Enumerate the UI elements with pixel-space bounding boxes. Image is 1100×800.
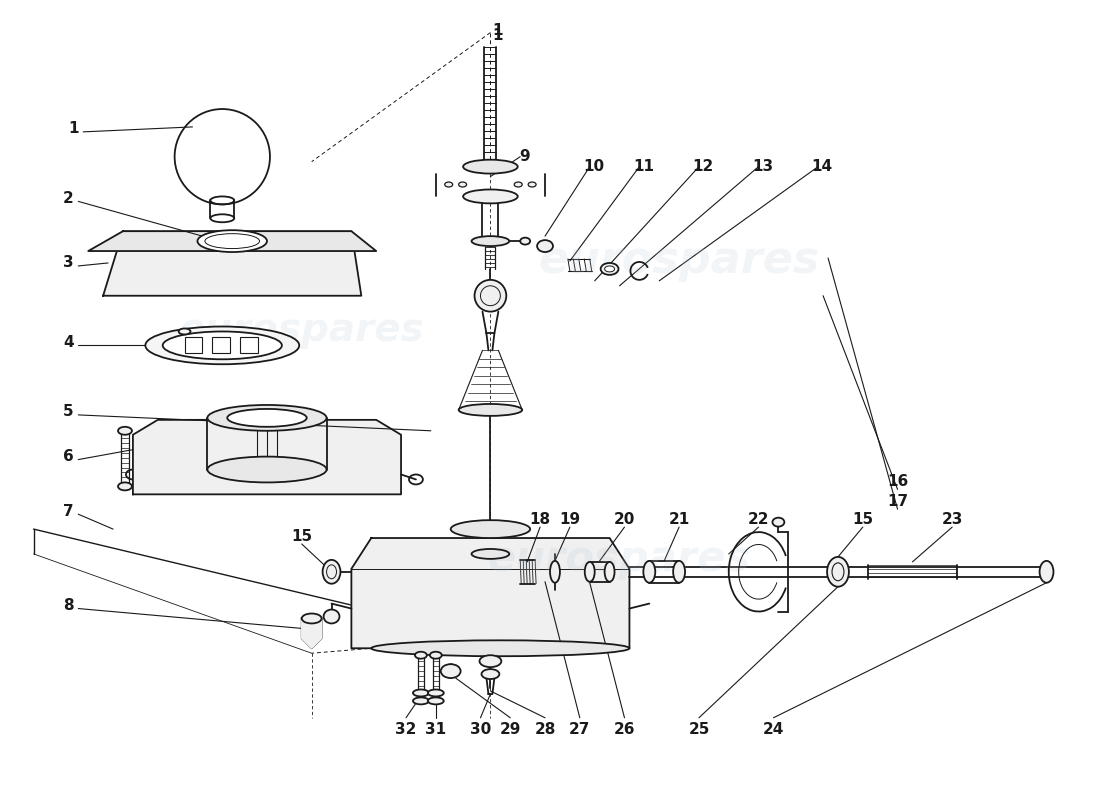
Ellipse shape xyxy=(472,236,509,246)
Ellipse shape xyxy=(428,698,443,704)
Text: 28: 28 xyxy=(535,722,556,737)
Text: 21: 21 xyxy=(669,512,690,526)
Ellipse shape xyxy=(605,266,615,272)
Text: 24: 24 xyxy=(762,722,784,737)
Polygon shape xyxy=(103,231,361,296)
Ellipse shape xyxy=(451,520,530,538)
Text: 16: 16 xyxy=(887,474,909,489)
Ellipse shape xyxy=(441,664,461,678)
Ellipse shape xyxy=(463,160,518,174)
Ellipse shape xyxy=(163,331,282,359)
Text: 2: 2 xyxy=(63,191,74,206)
Ellipse shape xyxy=(444,182,453,187)
Text: 22: 22 xyxy=(748,512,769,526)
Text: 1: 1 xyxy=(68,122,78,136)
Text: 8: 8 xyxy=(63,598,74,613)
Text: 19: 19 xyxy=(559,512,581,526)
Ellipse shape xyxy=(528,182,536,187)
Text: 27: 27 xyxy=(569,722,591,737)
Ellipse shape xyxy=(428,690,443,697)
Ellipse shape xyxy=(208,405,327,430)
Text: 26: 26 xyxy=(614,722,635,737)
Text: 31: 31 xyxy=(426,722,447,737)
Polygon shape xyxy=(133,420,402,494)
Ellipse shape xyxy=(412,698,429,704)
Ellipse shape xyxy=(772,518,784,526)
Ellipse shape xyxy=(178,329,190,334)
Bar xyxy=(240,338,258,354)
Ellipse shape xyxy=(644,561,656,582)
Polygon shape xyxy=(351,538,629,648)
Ellipse shape xyxy=(118,482,132,490)
Polygon shape xyxy=(88,231,376,251)
Text: 3: 3 xyxy=(63,255,74,270)
Ellipse shape xyxy=(412,690,429,697)
Ellipse shape xyxy=(585,562,595,582)
Ellipse shape xyxy=(520,238,530,245)
Text: 6: 6 xyxy=(63,449,74,464)
Ellipse shape xyxy=(322,560,341,584)
Text: eurospares: eurospares xyxy=(538,239,820,282)
Text: 20: 20 xyxy=(614,512,635,526)
Text: 17: 17 xyxy=(887,494,909,509)
Text: 5: 5 xyxy=(63,405,74,419)
Ellipse shape xyxy=(415,652,427,658)
Bar xyxy=(212,338,230,354)
Text: 10: 10 xyxy=(583,159,604,174)
Text: 30: 30 xyxy=(470,722,491,737)
Ellipse shape xyxy=(550,561,560,582)
Ellipse shape xyxy=(372,640,629,656)
Ellipse shape xyxy=(480,655,502,667)
Ellipse shape xyxy=(323,610,340,623)
Text: 1: 1 xyxy=(492,23,503,38)
Text: 23: 23 xyxy=(942,512,962,526)
Ellipse shape xyxy=(228,409,307,427)
Text: 9: 9 xyxy=(519,150,529,164)
Text: 1: 1 xyxy=(492,28,503,43)
Ellipse shape xyxy=(459,182,466,187)
Bar xyxy=(185,338,202,354)
Text: 15: 15 xyxy=(292,529,312,543)
Ellipse shape xyxy=(1040,561,1054,582)
Ellipse shape xyxy=(118,427,132,434)
Ellipse shape xyxy=(605,562,615,582)
Ellipse shape xyxy=(430,652,442,658)
Ellipse shape xyxy=(208,457,327,482)
Text: 25: 25 xyxy=(689,722,710,737)
Text: 32: 32 xyxy=(395,722,417,737)
Text: 15: 15 xyxy=(852,512,873,526)
Text: 29: 29 xyxy=(499,722,521,737)
Ellipse shape xyxy=(601,263,618,275)
Text: 11: 11 xyxy=(632,159,653,174)
Text: 18: 18 xyxy=(529,512,551,526)
Ellipse shape xyxy=(463,190,518,203)
Text: 7: 7 xyxy=(63,504,74,518)
Ellipse shape xyxy=(537,240,553,252)
Ellipse shape xyxy=(673,561,685,582)
Ellipse shape xyxy=(145,326,299,364)
Ellipse shape xyxy=(474,280,506,312)
Ellipse shape xyxy=(459,404,522,416)
Ellipse shape xyxy=(301,614,321,623)
Text: 14: 14 xyxy=(812,159,833,174)
Text: eurospares: eurospares xyxy=(488,538,751,580)
Ellipse shape xyxy=(482,669,499,679)
Text: 4: 4 xyxy=(63,335,74,350)
Ellipse shape xyxy=(472,549,509,559)
Ellipse shape xyxy=(198,230,267,252)
Text: eurospares: eurospares xyxy=(179,311,425,350)
Text: 12: 12 xyxy=(692,159,714,174)
Ellipse shape xyxy=(827,557,849,586)
Text: 13: 13 xyxy=(752,159,773,174)
Polygon shape xyxy=(301,618,321,648)
Ellipse shape xyxy=(515,182,522,187)
